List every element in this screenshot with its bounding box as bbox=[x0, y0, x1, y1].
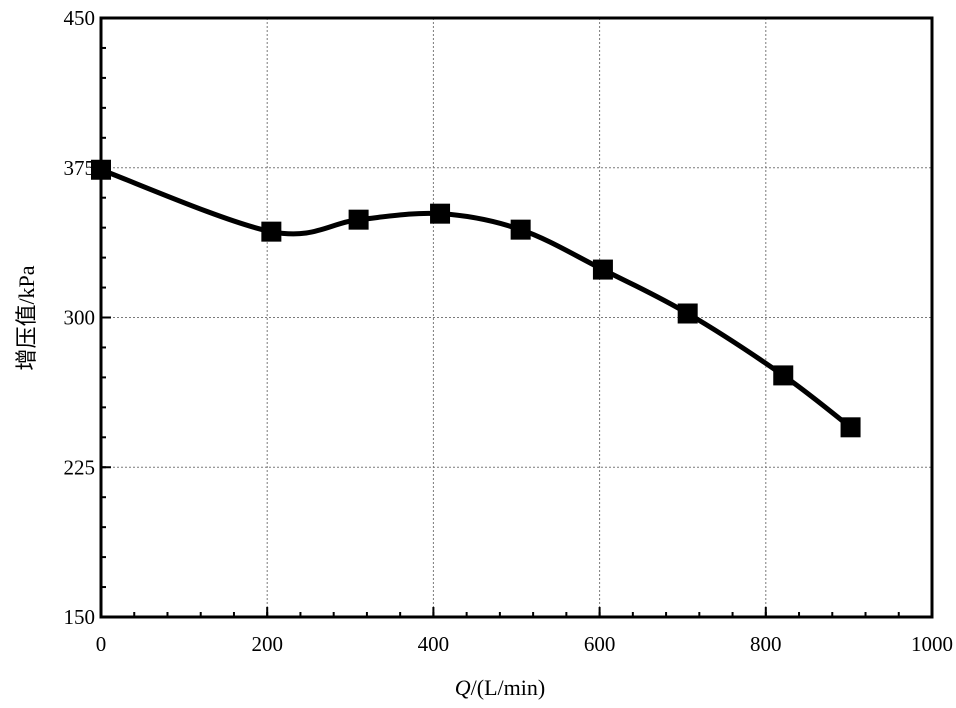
data-point-marker bbox=[91, 159, 111, 180]
data-point-marker bbox=[773, 365, 794, 386]
grid-lines bbox=[101, 18, 932, 617]
series-line bbox=[98, 167, 854, 430]
data-point-marker bbox=[261, 221, 282, 242]
y-axis-label: 增压值/kPa bbox=[14, 265, 39, 370]
data-point-marker bbox=[348, 209, 369, 230]
y-tick-label: 375 bbox=[64, 156, 96, 180]
data-point-marker bbox=[592, 259, 613, 280]
x-tick-labels: 0 200 400 600 800 1000 bbox=[96, 632, 953, 656]
y-tick-label: 450 bbox=[64, 6, 96, 30]
data-point-marker bbox=[430, 203, 451, 224]
data-point-marker bbox=[677, 303, 698, 324]
y-tick-label: 225 bbox=[64, 455, 96, 479]
x-tick-label: 1000 bbox=[911, 632, 953, 656]
x-axis-label: Q/(L/min) bbox=[455, 675, 545, 700]
x-tick-label: 400 bbox=[418, 632, 450, 656]
x-axis-label-unit: /(L/min) bbox=[471, 675, 546, 700]
y-tick-label: 300 bbox=[64, 306, 96, 330]
data-point-marker bbox=[840, 417, 861, 438]
plot-frame bbox=[99, 16, 934, 619]
y-tick-label: 150 bbox=[64, 605, 96, 629]
x-axis-label-var: Q bbox=[455, 675, 471, 700]
x-tick-label: 200 bbox=[251, 632, 283, 656]
data-point-marker bbox=[510, 219, 531, 240]
data-markers bbox=[91, 159, 861, 438]
x-tick-label: 0 bbox=[96, 632, 107, 656]
x-tick-label: 600 bbox=[584, 632, 616, 656]
y-tick-labels: 150 225 300 375 450 bbox=[64, 6, 96, 629]
x-tick-label: 800 bbox=[750, 632, 782, 656]
